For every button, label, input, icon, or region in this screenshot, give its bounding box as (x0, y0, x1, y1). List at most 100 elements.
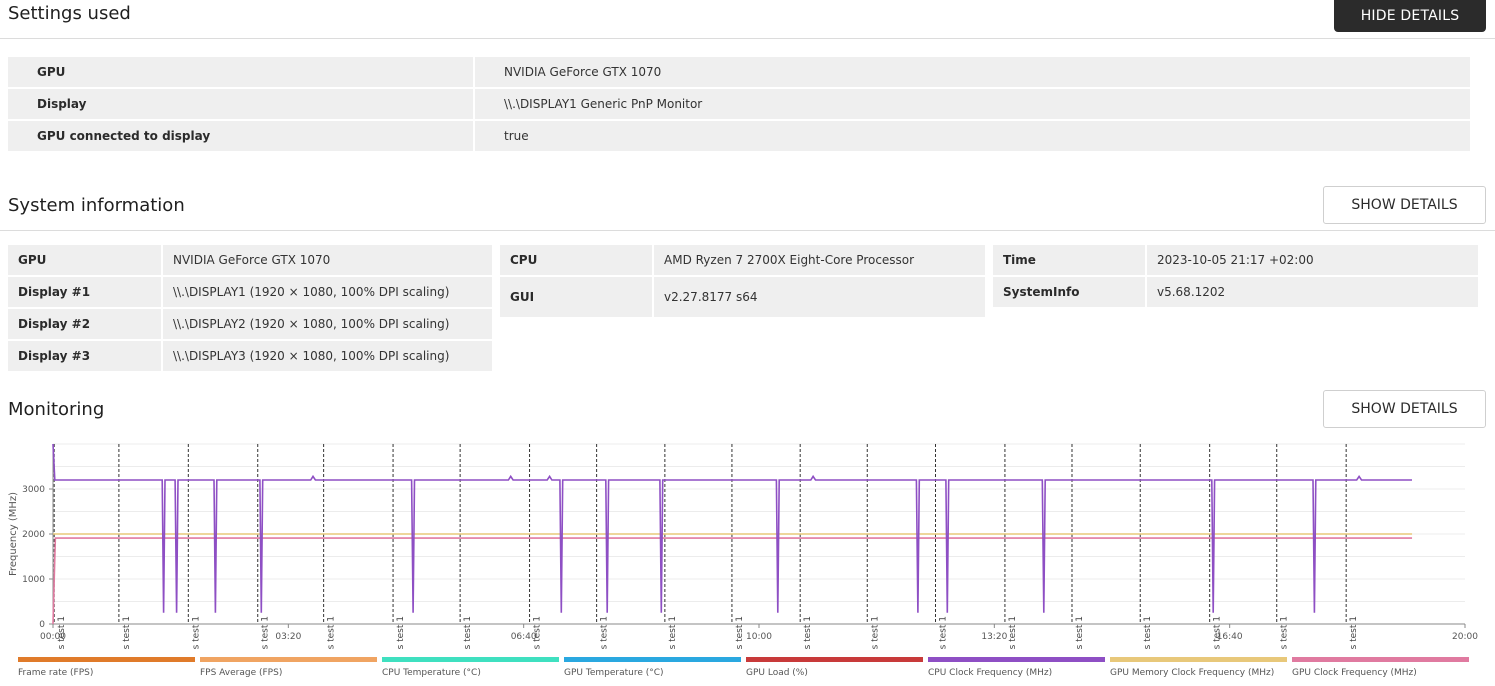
test-marker-label: Graphics test 1 (1349, 616, 1359, 650)
legend-item[interactable]: GPU Temperature (°C) (564, 657, 741, 678)
system-row: CPU AMD Ryzen 7 2700X Eight-Core Process… (500, 245, 985, 275)
test-marker-label: Graphics test 1 (939, 616, 949, 650)
system-value: \\.\DISPLAY3 (1920 × 1080, 100% DPI scal… (163, 341, 492, 371)
legend-color-swatch (382, 657, 559, 662)
legend-label: GPU Temperature (°C) (564, 668, 664, 678)
test-marker-label: Graphics test 1 (1213, 616, 1223, 650)
settings-table: GPU NVIDIA GeForce GTX 1070 Display \\.\… (8, 55, 1470, 153)
system-value: v5.68.1202 (1147, 277, 1478, 307)
x-tick-label: 00:00 (40, 632, 66, 642)
legend-item[interactable]: GPU Clock Frequency (MHz) (1292, 657, 1469, 678)
x-tick-label: 13:20 (981, 632, 1007, 642)
settings-row-gpu-connected: GPU connected to display true (8, 121, 1470, 151)
system-value: v2.27.8177 s64 (654, 277, 985, 317)
test-marker-label: Graphics test 1 (327, 616, 337, 650)
legend-color-swatch (200, 657, 377, 662)
legend-item[interactable]: GPU Load (%) (746, 657, 923, 678)
settings-key: GPU (8, 57, 473, 87)
system-row: Display #2 \\.\DISPLAY2 (1920 × 1080, 10… (8, 309, 492, 339)
legend-item[interactable]: FPS Average (FPS) (200, 657, 377, 678)
test-marker-label: Graphics test 1 (261, 616, 271, 650)
series-cpu-clock (52, 443, 1412, 613)
test-marker-label: Graphics test 1 (1143, 616, 1153, 650)
system-key: Display #1 (8, 277, 161, 307)
test-marker-label: Graphics test 1 (191, 616, 201, 650)
y-axis-label: Frequency (MHz) (8, 492, 19, 576)
test-marker-label: Graphics test 1 (600, 616, 610, 650)
system-table-time: Time 2023-10-05 21:17 +02:00 SystemInfo … (993, 243, 1478, 309)
settings-row-gpu: GPU NVIDIA GeForce GTX 1070 (8, 57, 1470, 87)
system-value: \\.\DISPLAY1 (1920 × 1080, 100% DPI scal… (163, 277, 492, 307)
legend-label: GPU Clock Frequency (MHz) (1292, 668, 1417, 678)
legend-label: Frame rate (FPS) (18, 668, 94, 678)
settings-key: Display (8, 89, 473, 119)
legend-item[interactable]: Frame rate (FPS) (18, 657, 195, 678)
settings-value: NVIDIA GeForce GTX 1070 (475, 57, 1470, 87)
x-tick-label: 16:40 (1217, 632, 1243, 642)
test-marker-label: Graphics test 1 (463, 616, 473, 650)
legend-item[interactable]: CPU Temperature (°C) (382, 657, 559, 678)
test-marker-label: Graphics test 1 (396, 616, 406, 650)
x-tick-label: 06:40 (511, 632, 537, 642)
legend-color-swatch (1110, 657, 1287, 662)
system-show-details-button[interactable]: SHOW DETAILS (1323, 186, 1486, 224)
legend-color-swatch (18, 657, 195, 662)
system-row: Display #3 \\.\DISPLAY3 (1920 × 1080, 10… (8, 341, 492, 371)
system-divider (0, 230, 1495, 231)
legend-color-swatch (746, 657, 923, 662)
system-value: 2023-10-05 21:17 +02:00 (1147, 245, 1478, 275)
legend-label: CPU Clock Frequency (MHz) (928, 668, 1053, 678)
system-key: Display #2 (8, 309, 161, 339)
system-row: Time 2023-10-05 21:17 +02:00 (993, 245, 1478, 275)
legend-label: CPU Temperature (°C) (382, 668, 481, 678)
legend-color-swatch (928, 657, 1105, 662)
test-marker-label: Graphics test 1 (1075, 616, 1085, 650)
y-tick-label: 2000 (22, 530, 45, 540)
legend-label: GPU Load (%) (746, 668, 808, 678)
test-marker-label: Graphics test 1 (870, 616, 880, 650)
system-row: GPU NVIDIA GeForce GTX 1070 (8, 245, 492, 275)
system-key: Display #3 (8, 341, 161, 371)
settings-divider (0, 38, 1495, 39)
system-table-display: GPU NVIDIA GeForce GTX 1070 Display #1 \… (8, 243, 492, 373)
system-row: GUI v2.27.8177 s64 (500, 277, 985, 317)
test-marker-label: Graphics test 1 (803, 616, 813, 650)
system-key: Time (993, 245, 1145, 275)
settings-row-display: Display \\.\DISPLAY1 Generic PnP Monitor (8, 89, 1470, 119)
system-section-title: System information (8, 195, 185, 216)
system-key: CPU (500, 245, 652, 275)
test-marker-label: Graphics test 1 (735, 616, 745, 650)
settings-value: true (475, 121, 1470, 151)
system-value: NVIDIA GeForce GTX 1070 (163, 245, 492, 275)
y-tick-label: 0 (39, 620, 45, 630)
test-marker-label: Graphics test 1 (122, 616, 132, 650)
x-tick-label: 03:20 (275, 632, 301, 642)
legend-item[interactable]: GPU Memory Clock Frequency (MHz) (1110, 657, 1287, 678)
legend-label: FPS Average (FPS) (200, 668, 283, 678)
system-table-cpu: CPU AMD Ryzen 7 2700X Eight-Core Process… (500, 243, 985, 319)
legend-item[interactable]: CPU Clock Frequency (MHz) (928, 657, 1105, 678)
test-marker-label: Graphics test 1 (1008, 616, 1018, 650)
test-marker-label: Graphics test 1 (533, 616, 543, 650)
system-value: \\.\DISPLAY2 (1920 × 1080, 100% DPI scal… (163, 309, 492, 339)
settings-section-title: Settings used (8, 3, 131, 24)
monitoring-section-title: Monitoring (8, 399, 105, 420)
x-tick-label: 20:00 (1452, 632, 1478, 642)
hide-details-button[interactable]: HIDE DETAILS (1334, 0, 1486, 32)
test-marker-label: Graphics test 1 (1280, 616, 1290, 650)
system-key: GUI (500, 277, 652, 317)
chart-legend: Frame rate (FPS) FPS Average (FPS) CPU Tem… (18, 657, 1478, 678)
system-key: GPU (8, 245, 161, 275)
legend-color-swatch (564, 657, 741, 662)
legend-color-swatch (1292, 657, 1469, 662)
system-row: Display #1 \\.\DISPLAY1 (1920 × 1080, 10… (8, 277, 492, 307)
legend-label: GPU Memory Clock Frequency (MHz) (1110, 668, 1275, 678)
settings-value: \\.\DISPLAY1 Generic PnP Monitor (475, 89, 1470, 119)
settings-key: GPU connected to display (8, 121, 473, 151)
series-gpu-clock (52, 537, 1413, 625)
monitoring-show-details-button[interactable]: SHOW DETAILS (1323, 390, 1486, 428)
y-tick-label: 1000 (22, 575, 45, 585)
system-row: SystemInfo v5.68.1202 (993, 277, 1478, 307)
system-key: SystemInfo (993, 277, 1145, 307)
